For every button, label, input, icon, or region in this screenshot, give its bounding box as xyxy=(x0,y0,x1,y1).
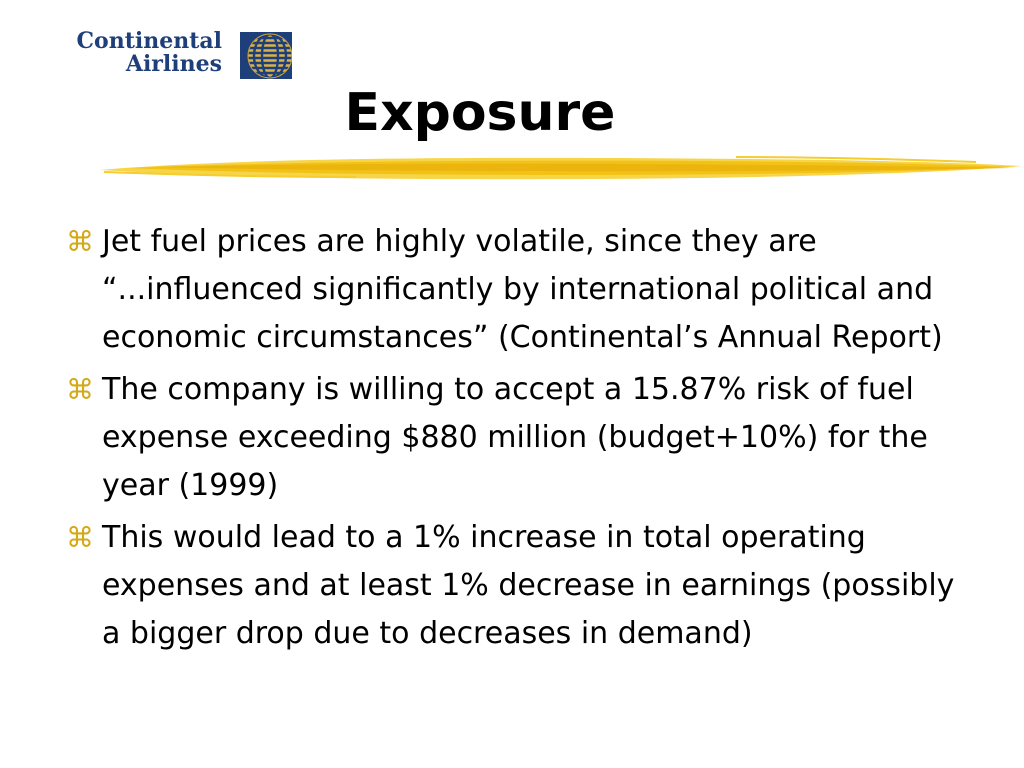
title-underline-brushstroke xyxy=(100,156,1021,180)
logo-line-airlines: Airlines xyxy=(125,51,222,77)
slide-title: Exposure xyxy=(344,83,616,143)
command-key-icon: ⌘ xyxy=(66,225,94,258)
bullet-text: The company is willing to accept a 15.87… xyxy=(102,372,928,503)
bullet-text: Jet fuel prices are highly volatile, sin… xyxy=(102,224,943,355)
command-key-icon: ⌘ xyxy=(66,373,94,406)
command-key-icon: ⌘ xyxy=(66,521,94,554)
logo-line-continental: Continental xyxy=(76,28,222,54)
bullet-item: ⌘ The company is willing to accept a 15.… xyxy=(60,366,965,510)
bullet-list: ⌘ Jet fuel prices are highly volatile, s… xyxy=(60,218,965,662)
bullet-item: ⌘ This would lead to a 1% increase in to… xyxy=(60,514,965,658)
bullet-text: This would lead to a 1% increase in tota… xyxy=(102,520,955,651)
globe-icon xyxy=(240,32,292,79)
bullet-item: ⌘ Jet fuel prices are highly volatile, s… xyxy=(60,218,965,362)
continental-airlines-logo: Continental Airlines xyxy=(40,30,300,82)
logo-wordmark: Continental Airlines xyxy=(40,30,222,76)
